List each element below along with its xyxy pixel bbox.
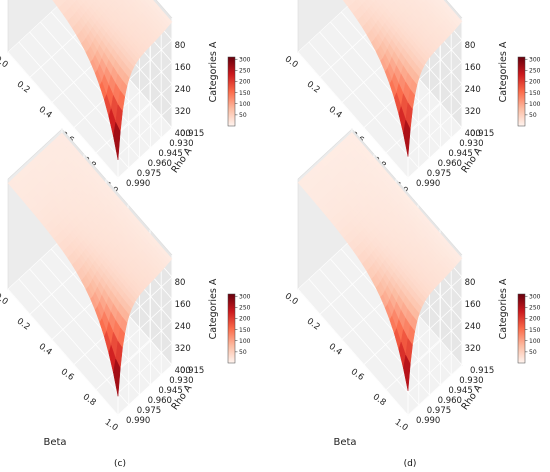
rho-tick-label: 0.975 xyxy=(427,169,451,179)
categories-tick-label: 80 xyxy=(175,41,186,51)
panel-caption: (c) xyxy=(114,459,126,468)
beta-tick-label: 0.2 xyxy=(15,317,32,333)
colorbar-tick-label: 250 xyxy=(239,68,251,75)
colorbar-tick-label: 100 xyxy=(239,101,251,108)
colorbar-tick-label: 150 xyxy=(529,327,541,334)
rho-tick-label: 0.960 xyxy=(148,159,172,169)
colorbar-tick-label: 250 xyxy=(529,305,541,312)
beta-axis-label: Beta xyxy=(333,437,356,448)
rho-tick-label: 0.975 xyxy=(137,406,161,416)
beta-tick-label: 0.8 xyxy=(371,392,388,408)
colorbar-tick-label: 100 xyxy=(529,338,541,345)
categories-tick-label: 400 xyxy=(465,129,481,139)
beta-tick-label: 0.4 xyxy=(37,105,54,121)
colorbar-tick-label: 300 xyxy=(529,293,541,300)
categories-axis-label: Categories A xyxy=(208,278,219,339)
categories-axis-label: Categories A xyxy=(208,41,219,102)
colorbar xyxy=(518,57,525,126)
rho-tick-label: 0.990 xyxy=(126,179,150,189)
surface-panel-4: 0.00.20.40.60.81.0Beta0.9150.9300.9450.9… xyxy=(283,129,541,468)
colorbar-tick-label: 200 xyxy=(529,79,541,86)
colorbar-tick-label: 200 xyxy=(529,316,541,323)
beta-tick-label: 0.2 xyxy=(15,80,32,96)
colorbar-tick-label: 250 xyxy=(529,68,541,75)
colorbar-tick-label: 300 xyxy=(239,293,251,300)
beta-tick-label: 0.4 xyxy=(327,105,344,121)
beta-tick-label: 0.0 xyxy=(0,291,10,307)
rho-tick-label: 0.960 xyxy=(438,396,462,406)
categories-tick-label: 240 xyxy=(465,322,481,332)
rho-tick-label: 0.915 xyxy=(470,366,494,376)
colorbar xyxy=(518,294,525,363)
categories-tick-label: 240 xyxy=(175,85,191,95)
colorbar-tick-label: 150 xyxy=(239,90,251,97)
categories-tick-label: 80 xyxy=(465,278,476,288)
rho-tick-label: 0.930 xyxy=(169,139,193,149)
categories-tick-label: 320 xyxy=(465,107,481,117)
rho-tick-label: 0.990 xyxy=(416,179,440,189)
rho-tick-label: 0.975 xyxy=(427,406,451,416)
rho-tick-label: 0.960 xyxy=(438,159,462,169)
categories-tick-label: 320 xyxy=(465,344,481,354)
colorbar-tick-label: 150 xyxy=(529,90,541,97)
beta-tick-label: 0.6 xyxy=(59,367,76,383)
colorbar-tick-label: 50 xyxy=(239,112,247,119)
colorbar-tick-label: 100 xyxy=(529,101,541,108)
rho-tick-label: 0.990 xyxy=(416,416,440,426)
beta-tick-label: 0.6 xyxy=(349,367,366,383)
beta-tick-label: 0.4 xyxy=(327,342,344,358)
colorbar-tick-label: 200 xyxy=(239,316,251,323)
categories-tick-label: 160 xyxy=(175,63,191,73)
colorbar-tick-label: 50 xyxy=(239,349,247,356)
rho-tick-label: 0.975 xyxy=(137,169,161,179)
categories-tick-label: 240 xyxy=(175,322,191,332)
colorbar xyxy=(228,57,235,126)
colorbar-tick-label: 200 xyxy=(239,79,251,86)
categories-tick-label: 80 xyxy=(465,41,476,51)
beta-axis-label: Beta xyxy=(43,437,66,448)
categories-tick-label: 80 xyxy=(175,278,186,288)
categories-tick-label: 240 xyxy=(465,85,481,95)
categories-tick-label: 400 xyxy=(175,366,191,376)
rho-tick-label: 0.990 xyxy=(126,416,150,426)
categories-tick-label: 160 xyxy=(465,300,481,310)
beta-tick-label: 0.2 xyxy=(305,317,322,333)
panel-caption: (d) xyxy=(404,459,417,468)
colorbar-tick-label: 300 xyxy=(239,56,251,63)
beta-tick-label: 0.8 xyxy=(81,392,98,408)
categories-tick-label: 400 xyxy=(175,129,191,139)
colorbar-tick-label: 250 xyxy=(239,305,251,312)
categories-tick-label: 320 xyxy=(175,344,191,354)
rho-tick-label: 0.960 xyxy=(148,396,172,406)
beta-tick-label: 0.4 xyxy=(37,342,54,358)
beta-tick-label: 0.0 xyxy=(283,54,300,70)
colorbar-tick-label: 50 xyxy=(529,349,537,356)
categories-axis-label: Categories A xyxy=(498,278,509,339)
rho-tick-label: 0.930 xyxy=(459,139,483,149)
beta-tick-label: 1.0 xyxy=(393,417,410,433)
beta-tick-label: 0.2 xyxy=(305,80,322,96)
categories-tick-label: 160 xyxy=(175,300,191,310)
colorbar-tick-label: 150 xyxy=(239,327,251,334)
colorbar-tick-label: 100 xyxy=(239,338,251,345)
beta-tick-label: 1.0 xyxy=(103,417,120,433)
colorbar xyxy=(228,294,235,363)
categories-tick-label: 160 xyxy=(465,63,481,73)
colorbar-tick-label: 300 xyxy=(529,56,541,63)
beta-tick-label: 0.0 xyxy=(0,54,10,70)
categories-tick-label: 320 xyxy=(175,107,191,117)
beta-tick-label: 0.0 xyxy=(283,291,300,307)
rho-tick-label: 0.930 xyxy=(459,376,483,386)
rho-tick-label: 0.930 xyxy=(169,376,193,386)
colorbar-tick-label: 50 xyxy=(529,112,537,119)
categories-axis-label: Categories A xyxy=(498,41,509,102)
